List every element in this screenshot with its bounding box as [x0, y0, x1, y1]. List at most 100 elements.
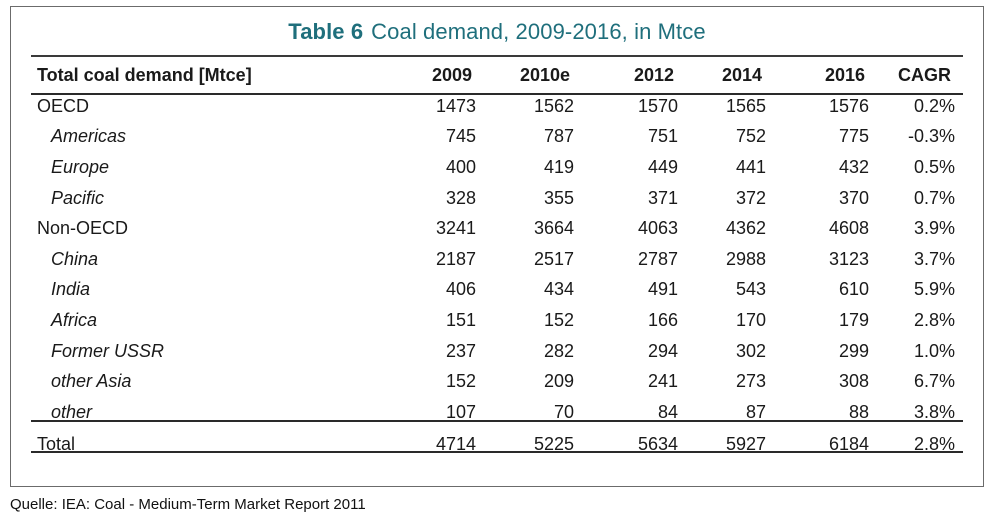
row-label: Americas [51, 126, 127, 147]
cell-2014: 302 [735, 340, 766, 361]
cell-cagr: 2.8% [913, 309, 955, 330]
cell-2010e: 3664 [533, 218, 574, 239]
table-row: other Asia 152 209 241 273 308 6.7% [31, 366, 965, 397]
cell-2016: 432 [838, 156, 869, 177]
cell-2016: 179 [838, 309, 869, 330]
row-label: other Asia [51, 371, 132, 392]
total-2009: 4714 [435, 434, 476, 455]
total-2016: 6184 [828, 434, 869, 455]
column-header-label: Total coal demand [Mtce] [37, 64, 252, 85]
table-row: Non-OECD 3241 3664 4063 4362 4608 3.9% [31, 213, 965, 244]
cell-2014: 1565 [725, 95, 766, 116]
cell-cagr: -0.3% [907, 126, 955, 147]
cell-2016: 308 [838, 371, 869, 392]
total-cagr: 2.8% [913, 434, 955, 455]
cell-2014: 543 [735, 279, 766, 300]
column-header-2009: 2009 [431, 64, 472, 85]
cell-2016: 1576 [828, 95, 869, 116]
cell-cagr: 3.9% [913, 218, 955, 239]
table-row: Africa 151 152 166 170 179 2.8% [31, 305, 965, 336]
header-rule [31, 93, 963, 95]
cell-2014: 170 [735, 309, 766, 330]
total-2012: 5634 [637, 434, 678, 455]
column-header-2016: 2016 [824, 64, 865, 85]
cell-2009: 1473 [435, 95, 476, 116]
table-body: OECD 1473 1562 1570 1565 1576 0.2% Americas 745 7… [31, 91, 965, 428]
cell-2016: 4608 [828, 218, 869, 239]
cell-2014: 4362 [725, 218, 766, 239]
coal-demand-table: Total coal demand [Mtce] 2009 2010e 2012… [31, 59, 965, 460]
cell-2016: 370 [838, 187, 869, 208]
column-header-2010e: 2010e [519, 64, 570, 85]
cell-2009: 237 [445, 340, 476, 361]
table-row: India 406 434 491 543 610 5.9% [31, 275, 965, 306]
cell-2010e: 419 [543, 156, 574, 177]
cell-cagr: 6.7% [913, 371, 955, 392]
row-label: China [51, 248, 99, 269]
cell-2012: 1570 [637, 95, 678, 116]
cell-2010e: 282 [543, 340, 574, 361]
cell-2012: 2787 [637, 248, 678, 269]
column-header-cagr: CAGR [898, 64, 951, 85]
cell-2009: 151 [445, 309, 476, 330]
column-header-2012: 2012 [633, 64, 674, 85]
cell-2012: 166 [647, 309, 678, 330]
row-label: other [51, 401, 93, 422]
cell-cagr: 3.7% [913, 248, 955, 269]
source-caption: Quelle: IEA: Coal - Medium-Term Market R… [10, 496, 366, 513]
row-label: OECD [37, 95, 90, 116]
table-title-text: Coal demand, 2009-2016, in Mtce [371, 19, 706, 44]
cell-cagr: 0.5% [913, 156, 955, 177]
row-label: India [51, 279, 91, 300]
cell-2010e: 1562 [533, 95, 574, 116]
cell-2010e: 355 [543, 187, 574, 208]
cell-2012: 4063 [637, 218, 678, 239]
table-row: other 107 70 84 87 88 3.8% [31, 397, 965, 428]
bottom-rule [31, 451, 963, 453]
cell-2010e: 152 [543, 309, 574, 330]
table-row: Americas 745 787 751 752 775 -0.3% [31, 122, 965, 153]
cell-2014: 752 [735, 126, 766, 147]
row-label: Africa [51, 309, 98, 330]
cell-2009: 152 [445, 371, 476, 392]
cell-2016: 610 [838, 279, 869, 300]
cell-2012: 371 [647, 187, 678, 208]
total-rule [31, 420, 963, 422]
cell-2014: 372 [735, 187, 766, 208]
total-row: Total 4714 5225 5634 5927 6184 2.8% [31, 430, 965, 461]
cell-2010e: 2517 [533, 248, 574, 269]
row-label: Europe [51, 156, 110, 177]
cell-2010e: 787 [543, 126, 574, 147]
cell-2012: 449 [647, 156, 678, 177]
table-row: Former USSR 237 282 294 302 299 1.0% [31, 336, 965, 367]
cell-2014: 441 [735, 156, 766, 177]
cell-2012: 491 [647, 279, 678, 300]
total-2010e: 5225 [533, 434, 574, 455]
top-rule [31, 55, 963, 57]
cell-2016: 775 [838, 126, 869, 147]
cell-cagr: 5.9% [913, 279, 955, 300]
cell-2012: 84 [657, 401, 678, 422]
cell-2010e: 70 [553, 401, 574, 422]
cell-2014: 273 [735, 371, 766, 392]
total-label: Total [37, 434, 76, 455]
column-header-2014: 2014 [721, 64, 762, 85]
cell-2014: 87 [745, 401, 766, 422]
cell-2016: 3123 [828, 248, 869, 269]
row-label: Non-OECD [37, 218, 129, 239]
row-label: Former USSR [51, 340, 165, 361]
table-title: Table 6 Coal demand, 2009-2016, in Mtce [11, 19, 983, 45]
cell-2016: 299 [838, 340, 869, 361]
total-2014: 5927 [725, 434, 766, 455]
cell-2016: 88 [848, 401, 869, 422]
cell-cagr: 0.7% [913, 187, 955, 208]
cell-2009: 3241 [435, 218, 476, 239]
table-number: Table 6 [288, 19, 364, 44]
table-row: Europe 400 419 449 441 432 0.5% [31, 152, 965, 183]
cell-2012: 751 [647, 126, 678, 147]
cell-2009: 406 [445, 279, 476, 300]
table-row: OECD 1473 1562 1570 1565 1576 0.2% [31, 91, 965, 122]
cell-2009: 328 [445, 187, 476, 208]
cell-2009: 107 [445, 401, 476, 422]
cell-cagr: 0.2% [913, 95, 955, 116]
